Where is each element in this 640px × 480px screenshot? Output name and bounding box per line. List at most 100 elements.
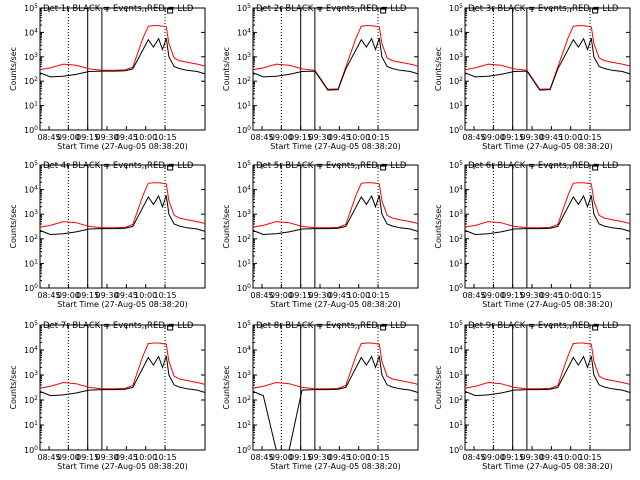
events-series-line [464, 37, 631, 91]
events-series-line [252, 355, 419, 451]
y-tick-label: 102 [449, 76, 463, 86]
y-tick-label: 104 [449, 345, 463, 355]
x-tick-label: 08:45 [462, 133, 485, 142]
y-tick-label: 105 [449, 320, 463, 330]
y-axis-label: Counts/sec [222, 204, 231, 248]
x-tick-label: 10:00 [559, 453, 582, 462]
x-tick-label: 09:30 [309, 291, 332, 300]
flag-marker [592, 165, 599, 171]
events-series-line [464, 194, 631, 236]
flag-marker [167, 8, 174, 14]
events-series-line [252, 194, 419, 236]
x-tick-label: 10:00 [347, 291, 370, 300]
x-tick-label: 09:00 [482, 453, 505, 462]
y-tick-label: 102 [237, 76, 251, 86]
flag-marker [380, 165, 387, 171]
events-series-line [252, 37, 419, 91]
y-tick-label: 105 [24, 160, 38, 170]
x-tick-label: 09:45 [115, 291, 138, 300]
x-tick-label: 10:00 [347, 453, 370, 462]
x-tick-label: 09:15 [76, 291, 99, 300]
y-tick-label: 102 [24, 395, 38, 405]
plot-frame [464, 324, 631, 451]
y-axis-label: Counts/sec [9, 204, 18, 248]
x-tick-label: 09:15 [76, 133, 99, 142]
plot-frame [464, 164, 631, 289]
x-tick-label: 09:45 [328, 291, 351, 300]
panel-title: Det 5r BLACK = Events, RED = LLD [256, 161, 407, 171]
x-tick-label: 09:45 [540, 291, 563, 300]
x-tick-label: 10:00 [134, 291, 157, 300]
panel-4: Det 4r BLACK = Events, RED = LLD 100 101 10… [9, 160, 206, 309]
y-tick-label: 104 [237, 185, 251, 195]
x-tick-label: 10:15 [367, 453, 390, 462]
x-tick-label: 10:15 [154, 453, 177, 462]
x-tick-label: 10:00 [134, 133, 157, 142]
flag-marker [380, 8, 387, 14]
panel-5: Det 5r BLACK = Events, RED = LLD 100 101 10… [222, 160, 419, 309]
x-tick-label: 10:15 [579, 453, 602, 462]
x-tick-label: 08:45 [37, 133, 60, 142]
y-axis-label: Counts/sec [9, 47, 18, 91]
y-tick-label: 100 [449, 283, 463, 293]
y-tick-label: 102 [24, 234, 38, 244]
panel-6: Det 6r BLACK = Events, RED = LLD 100 101 10… [434, 160, 631, 309]
flag-marker [380, 325, 387, 331]
lld-series-line [464, 182, 631, 229]
y-tick-label: 103 [24, 52, 38, 62]
y-tick-label: 101 [237, 258, 251, 268]
x-tick-label: 09:15 [501, 291, 524, 300]
y-tick-label: 100 [449, 445, 463, 455]
y-tick-label: 100 [237, 125, 251, 135]
y-tick-label: 100 [24, 445, 38, 455]
y-tick-label: 104 [24, 185, 38, 195]
x-tick-label: 09:00 [482, 133, 505, 142]
x-axis-label: Start Time (27-Aug-05 08:38:20) [482, 300, 613, 309]
y-tick-label: 102 [237, 234, 251, 244]
y-tick-label: 101 [24, 258, 38, 268]
y-tick-label: 105 [449, 3, 463, 13]
x-tick-label: 09:15 [76, 453, 99, 462]
y-tick-label: 104 [24, 345, 38, 355]
lld-series-line [252, 182, 419, 229]
y-tick-label: 102 [449, 395, 463, 405]
x-tick-label: 09:45 [328, 453, 351, 462]
y-axis-label: Counts/sec [222, 365, 231, 409]
x-axis-label: Start Time (27-Aug-05 08:38:20) [270, 300, 401, 309]
lld-series-line [39, 182, 206, 229]
events-series-line [39, 194, 206, 236]
panel-title: Det 8r BLACK = Events, RED = LLD [256, 321, 407, 331]
panel-7: Det 7r BLACK = Events, RED = LLD 100 101 10… [9, 320, 206, 471]
x-tick-label: 09:30 [521, 133, 544, 142]
x-tick-label: 09:45 [115, 133, 138, 142]
x-tick-label: 09:15 [289, 291, 312, 300]
x-tick-label: 09:15 [289, 453, 312, 462]
x-tick-label: 09:30 [96, 133, 119, 142]
x-tick-label: 09:00 [57, 291, 80, 300]
x-tick-label: 10:15 [154, 133, 177, 142]
y-tick-label: 104 [24, 27, 38, 37]
plot-frame [252, 7, 419, 131]
y-tick-label: 102 [449, 234, 463, 244]
lld-series-line [39, 342, 206, 390]
y-tick-label: 101 [24, 101, 38, 111]
y-tick-label: 103 [449, 209, 463, 219]
x-tick-label: 09:45 [328, 133, 351, 142]
x-tick-label: 09:30 [96, 291, 119, 300]
y-tick-label: 103 [449, 52, 463, 62]
x-tick-label: 08:45 [250, 291, 273, 300]
panel-title: Det 9r BLACK = Events, RED = LLD [468, 321, 619, 331]
panel-1: Det 1r BLACK = Events, RED = LLD 100 101 10… [9, 3, 206, 151]
y-axis-label: Counts/sec [434, 365, 443, 409]
flag-marker [592, 8, 599, 14]
y-tick-label: 104 [237, 345, 251, 355]
y-tick-label: 100 [24, 283, 38, 293]
x-tick-label: 10:15 [154, 291, 177, 300]
y-axis-label: Counts/sec [434, 47, 443, 91]
panel-3: Det 3r BLACK = Events, RED = LLD 100 101 10… [434, 3, 631, 151]
y-tick-label: 101 [24, 420, 38, 430]
y-tick-label: 105 [237, 320, 251, 330]
x-tick-label: 09:45 [115, 453, 138, 462]
panel-8: Det 8r BLACK = Events, RED = LLD 100 101 10… [222, 320, 419, 471]
panel-title: Det 3r BLACK = Events, RED = LLD [468, 4, 619, 14]
